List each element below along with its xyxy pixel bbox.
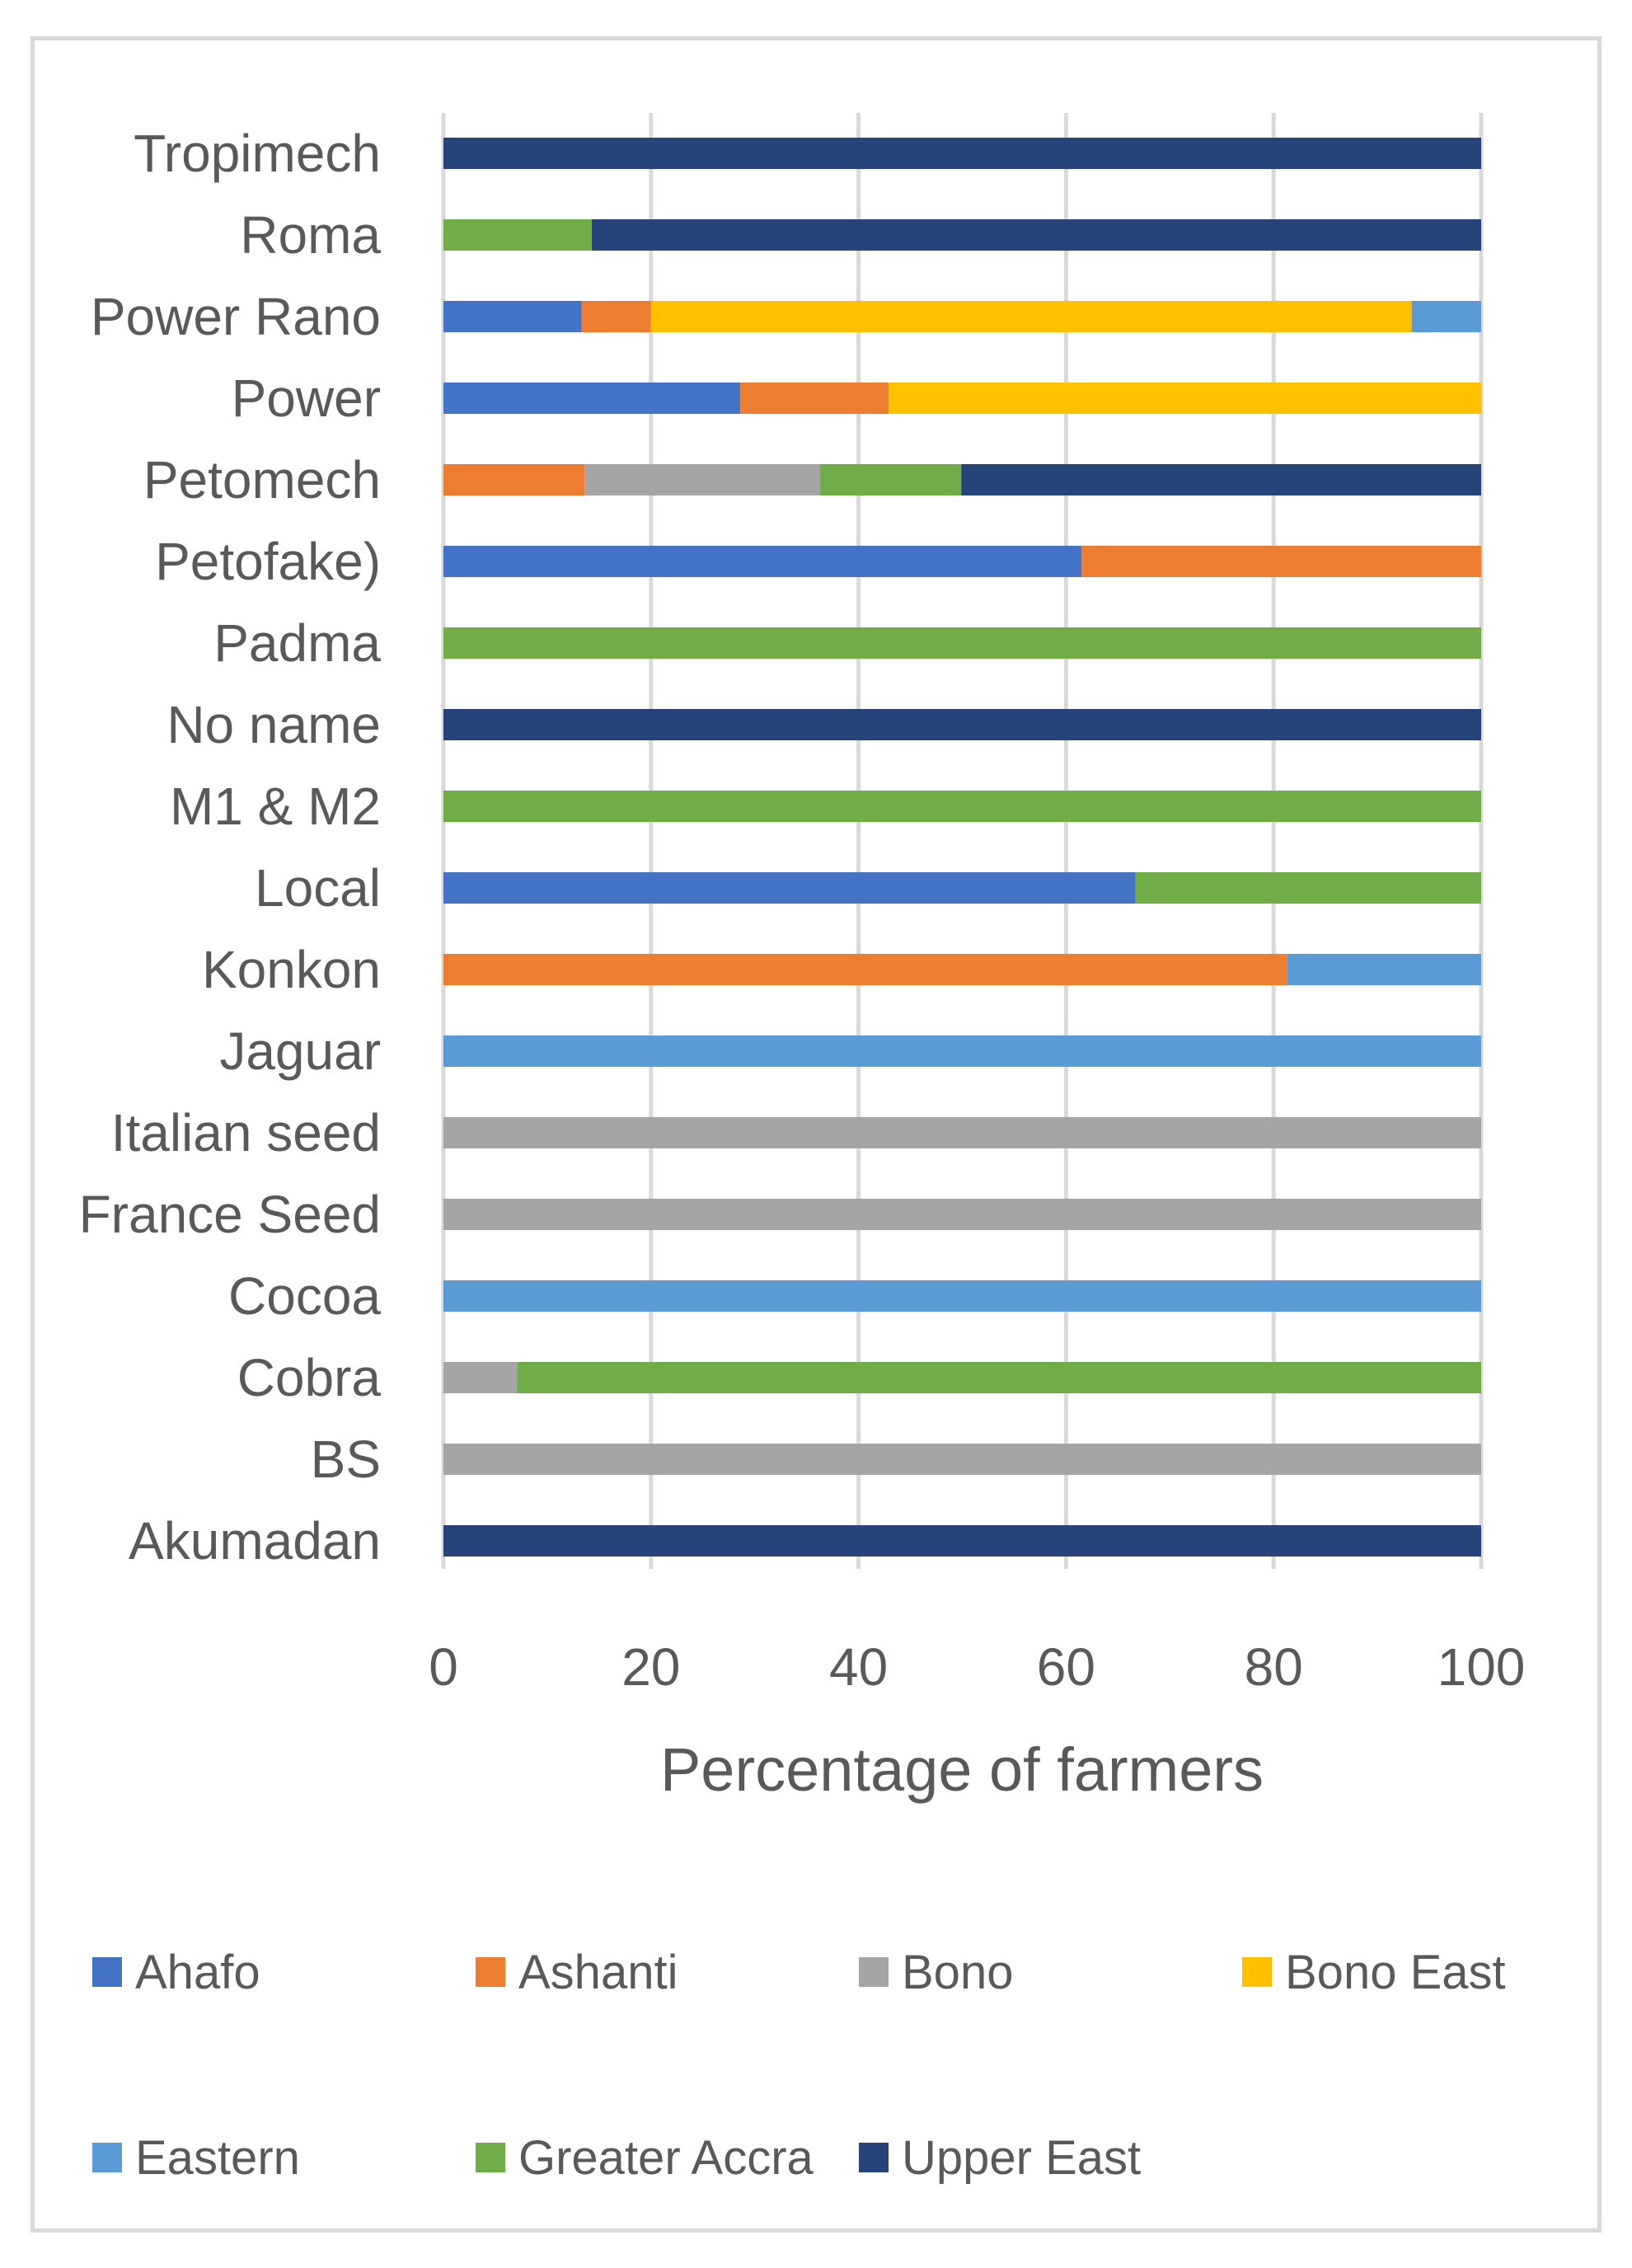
bar-local-ahafo	[443, 872, 1136, 904]
category-labels: Tropimech Roma Power Rano Power Petomech Peto…	[79, 124, 382, 1571]
legend-swatch-greater-accra	[476, 2143, 505, 2172]
legend-label-ashanti: Ashanti	[518, 1946, 678, 1999]
category-label-france-seed: France Seed	[79, 1185, 381, 1244]
bar-bs-bono	[443, 1444, 1481, 1475]
bar-padma-greater-accra	[443, 627, 1481, 659]
bar-power-rano-ashanti	[581, 301, 651, 332]
legend-swatch-bono	[859, 1957, 889, 1987]
bar-petomech-ashanti	[443, 464, 585, 495]
legend: Ahafo Ashanti Bono Bono East Eastern Greater …	[92, 1946, 1506, 2185]
legend-swatch-eastern	[92, 2143, 122, 2172]
x-tick-60: 60	[1037, 1637, 1095, 1697]
category-label-petomech: Petomech	[143, 450, 381, 509]
bar-italian-seed-bono	[443, 1117, 1481, 1148]
category-label-padma: Padma	[213, 613, 381, 673]
category-label-cobra: Cobra	[237, 1348, 382, 1407]
legend-label-upper-east: Upper East	[902, 2131, 1141, 2185]
bar-petofake-ahafo	[443, 546, 1082, 577]
bar-konkon-ashanti	[443, 954, 1287, 985]
legend-label-eastern: Eastern	[135, 2131, 300, 2185]
category-label-m1-m2: M1 & M2	[170, 777, 381, 836]
bar-france-seed-bono	[443, 1199, 1481, 1230]
bar-konkon-eastern	[1287, 954, 1481, 985]
bar-power-rano-bono-east	[650, 301, 1412, 332]
legend-swatch-bono-east	[1242, 1957, 1272, 1987]
category-label-akumadan: Akumadan	[129, 1511, 381, 1571]
bar-roma-upper-east	[592, 219, 1481, 251]
category-label-jaguar: Jaguar	[219, 1021, 381, 1081]
category-label-petofake: Petofake)	[155, 532, 381, 591]
legend-swatch-ahafo	[92, 1957, 122, 1987]
bars	[443, 138, 1482, 1557]
x-tick-100: 100	[1437, 1637, 1526, 1697]
x-tick-20: 20	[621, 1637, 680, 1697]
bar-cobra-greater-accra	[517, 1362, 1482, 1393]
bar-local-greater-accra	[1135, 872, 1481, 904]
legend-label-greater-accra: Greater Accra	[518, 2131, 814, 2185]
category-label-bs: BS	[311, 1430, 381, 1489]
category-label-italian-seed: Italian seed	[111, 1103, 381, 1162]
bar-power-bono-east	[889, 383, 1481, 414]
legend-label-ahafo: Ahafo	[135, 1946, 260, 1999]
bar-no-name-upper-east	[443, 709, 1481, 740]
bar-roma-greater-accra	[443, 219, 593, 251]
category-label-no-name: No name	[166, 695, 381, 754]
category-label-local: Local	[255, 858, 381, 918]
bar-petomech-upper-east	[961, 464, 1481, 495]
category-label-konkon: Konkon	[202, 940, 381, 999]
x-tick-80: 80	[1245, 1637, 1303, 1697]
legend-label-bono: Bono	[902, 1946, 1013, 1999]
bar-petomech-bono	[584, 464, 821, 495]
x-tick-40: 40	[829, 1637, 888, 1697]
category-label-power-rano: Power Rano	[91, 287, 381, 346]
x-axis-title: Percentage of farmers	[660, 1735, 1264, 1804]
bar-power-rano-eastern	[1411, 301, 1481, 332]
gridlines	[441, 113, 1484, 1569]
bar-m1-m2-greater-accra	[443, 791, 1481, 822]
bar-cobra-bono	[443, 1362, 518, 1393]
bar-power-rano-ahafo	[443, 301, 582, 332]
legend-swatch-upper-east	[859, 2143, 889, 2172]
x-tick-0: 0	[429, 1637, 458, 1697]
bar-tropimech-upper-east	[443, 138, 1481, 169]
legend-label-bono-east: Bono East	[1285, 1946, 1506, 1999]
bar-power-ashanti	[740, 383, 889, 414]
category-label-tropimech: Tropimech	[134, 124, 381, 183]
bar-akumadan-upper-east	[443, 1525, 1481, 1557]
bar-power-ahafo	[443, 383, 741, 414]
x-tick-labels: 0 20 40 60 80 100	[429, 1637, 1525, 1697]
bar-petofake-ashanti	[1081, 546, 1481, 577]
category-label-cocoa: Cocoa	[228, 1266, 381, 1326]
legend-swatch-ashanti	[476, 1957, 505, 1987]
bar-cocoa-eastern	[443, 1280, 1481, 1312]
category-label-roma: Roma	[240, 205, 381, 265]
bar-jaguar-eastern	[443, 1035, 1481, 1067]
category-label-power: Power	[232, 369, 381, 428]
bar-petomech-greater-accra	[820, 464, 962, 495]
